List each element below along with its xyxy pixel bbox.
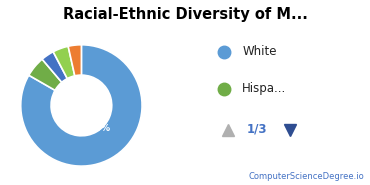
Text: ComputerScienceDegree.io: ComputerScienceDegree.io: [249, 172, 364, 181]
Text: Hispa...: Hispa...: [242, 82, 287, 95]
Wedge shape: [29, 59, 62, 90]
Wedge shape: [42, 52, 67, 82]
Text: White: White: [242, 45, 277, 58]
Wedge shape: [68, 45, 81, 76]
Wedge shape: [53, 46, 75, 79]
Text: Racial-Ethnic Diversity of M...: Racial-Ethnic Diversity of M...: [63, 7, 307, 22]
Wedge shape: [21, 45, 142, 166]
Text: 1/3: 1/3: [247, 123, 268, 136]
Text: 83.3%: 83.3%: [79, 124, 110, 133]
